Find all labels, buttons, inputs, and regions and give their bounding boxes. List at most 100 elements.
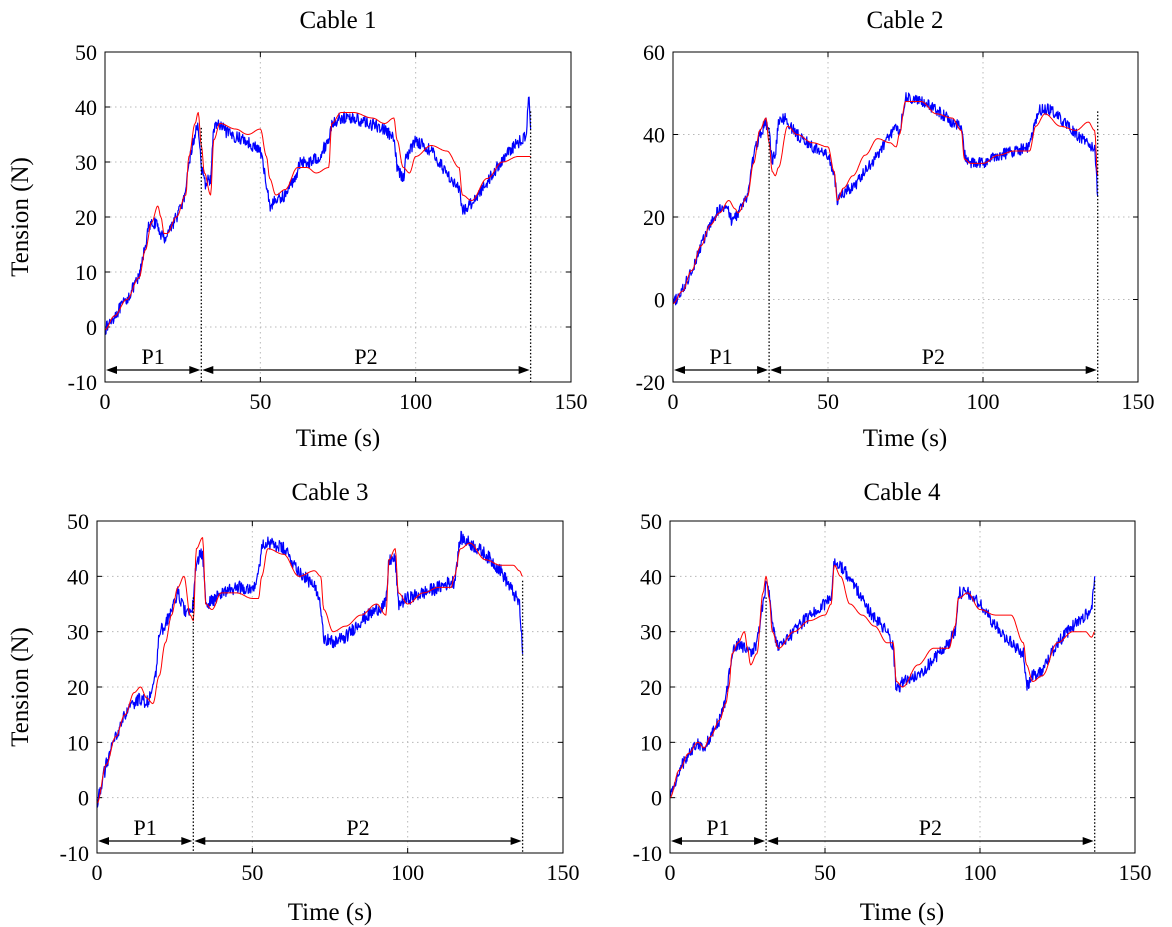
x-tick-label: 50 (241, 860, 263, 885)
phase-arrow-head (754, 837, 766, 845)
model-tension-line (104, 112, 531, 331)
phase-label: P2 (922, 344, 945, 369)
phase-label: P1 (709, 344, 732, 369)
phase-label: P1 (706, 815, 729, 840)
y-tick-label: 0 (86, 315, 97, 340)
measured-tension-line (672, 92, 1099, 306)
y-tick-label: 40 (75, 95, 97, 120)
y-tick-label: 30 (75, 150, 97, 175)
y-axis-label: Tension (N) (7, 157, 34, 277)
phase-arrow-head (189, 366, 201, 374)
y-axis-label: Tension (N) (7, 627, 34, 747)
grid-lines (670, 521, 1135, 853)
y-tick-label: 40 (67, 564, 89, 589)
y-tick-label: -20 (636, 370, 665, 395)
subplot-title: Cable 4 (863, 479, 941, 506)
model-tension-line (96, 537, 523, 804)
y-tick-label: 0 (654, 288, 665, 313)
y-tick-label: 60 (643, 40, 665, 65)
phase-label: P2 (354, 344, 377, 369)
y-tick-label: 20 (75, 205, 97, 230)
phase-arrow-head (757, 366, 769, 374)
x-tick-label: 100 (399, 389, 432, 414)
x-tick-label: 50 (249, 389, 271, 414)
x-tick-label: 150 (1119, 860, 1152, 885)
phase-label: P1 (134, 815, 157, 840)
y-tick-label: -10 (68, 370, 97, 395)
model-tension-line (672, 101, 1099, 305)
phase-arrow-head (202, 366, 214, 374)
x-tick-label: 150 (555, 389, 588, 414)
x-tick-label: 100 (964, 860, 997, 885)
y-tick-label: 50 (75, 40, 97, 65)
x-tick-label: 0 (100, 389, 111, 414)
phase-annotations: P1 P2 (98, 580, 524, 853)
y-tick-label: 50 (67, 509, 89, 534)
x-tick-label: 150 (1122, 389, 1155, 414)
phase-arrow-head (671, 837, 682, 845)
y-tick-label: 30 (640, 620, 662, 645)
phase-annotations: P1 P2 (674, 111, 1099, 382)
subplot-title: Cable 3 (291, 479, 368, 506)
grid-lines (673, 52, 1138, 382)
x-tick-label: 50 (817, 389, 839, 414)
phase-arrow-head (674, 366, 685, 374)
phase-arrow-head (181, 837, 193, 845)
x-tick-label: 0 (92, 860, 103, 885)
y-tick-label: 10 (640, 730, 662, 755)
measured-tension-line (96, 530, 524, 808)
phase-annotations: P1 P2 (671, 580, 1096, 853)
phase-arrow-head (98, 837, 109, 845)
grid-lines (97, 521, 563, 853)
x-tick-label: 0 (668, 389, 679, 414)
model-tension-line (669, 564, 1096, 799)
subplot-title: Cable 2 (866, 7, 943, 34)
x-axis-label: Time (s) (863, 425, 948, 452)
subplot-cable-3: Cable 3 Time (s) Tension (N) 0 50 100 150-1… (7, 479, 580, 926)
x-tick-label: 100 (967, 389, 1000, 414)
x-tick-label: 150 (547, 860, 580, 885)
measured-tension-line (669, 558, 1096, 797)
phase-arrow-head (1085, 366, 1097, 374)
grid-lines (105, 52, 571, 382)
y-tick-label: 20 (640, 675, 662, 700)
y-tick-label: 40 (640, 564, 662, 589)
phase-arrow-head (194, 837, 206, 845)
x-axis-label: Time (s) (288, 899, 373, 926)
phase-arrow-head (518, 366, 530, 374)
x-tick-label: 0 (665, 860, 676, 885)
phase-label: P2 (346, 815, 369, 840)
subplot-cable-1: Cable 1 Time (s) Tension (N) 0 50 100 150-1… (7, 7, 588, 452)
phase-arrow-head (106, 366, 117, 374)
y-tick-label: 50 (640, 509, 662, 534)
y-tick-label: 40 (643, 123, 665, 148)
plot-frame (672, 51, 1139, 383)
y-tick-label: 30 (67, 620, 89, 645)
y-tick-label: 0 (651, 786, 662, 811)
phase-arrow-head (770, 366, 782, 374)
x-tick-label: 50 (814, 860, 836, 885)
y-tick-label: -10 (60, 841, 89, 866)
plot-frame (96, 520, 564, 854)
phase-label: P1 (142, 344, 165, 369)
phase-arrow-head (767, 837, 779, 845)
subplot-title: Cable 1 (299, 7, 376, 34)
phase-annotations: P1 P2 (106, 111, 532, 382)
subplot-cable-4: Cable 4 Time (s) 0 50 100 150-1001020304050… (633, 479, 1152, 926)
y-tick-label: 10 (67, 730, 89, 755)
y-tick-label: 20 (67, 675, 89, 700)
x-axis-label: Time (s) (860, 899, 945, 926)
phase-label: P2 (919, 815, 942, 840)
phase-arrow-head (1082, 837, 1094, 845)
y-tick-label: 10 (75, 260, 97, 285)
phase-arrow-head (510, 837, 522, 845)
x-tick-label: 100 (391, 860, 424, 885)
y-tick-label: 0 (78, 786, 89, 811)
y-tick-label: 20 (643, 205, 665, 230)
x-axis-label: Time (s) (296, 425, 381, 452)
